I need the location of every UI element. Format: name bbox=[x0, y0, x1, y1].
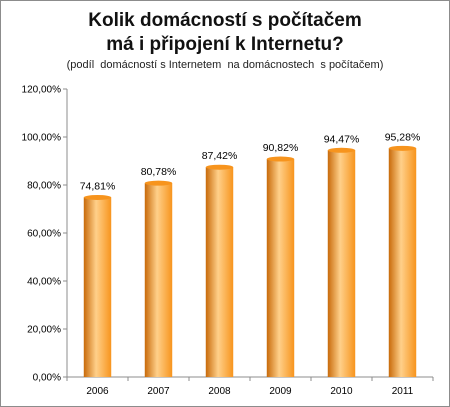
y-tick-label: 20,00% bbox=[27, 325, 61, 336]
data-label: 87,42% bbox=[202, 150, 238, 162]
bar bbox=[327, 150, 356, 377]
data-label: 90,82% bbox=[263, 142, 299, 154]
bar-top bbox=[205, 164, 234, 170]
y-tick-label: 100,00% bbox=[22, 133, 62, 144]
bar-top bbox=[266, 156, 295, 162]
chart-title-line-1: Kolik domácností s počítačem bbox=[88, 10, 362, 31]
data-label: 94,47% bbox=[324, 133, 360, 145]
bar-top bbox=[144, 180, 173, 186]
y-tick-label: 80,00% bbox=[27, 181, 61, 192]
bar-top bbox=[327, 147, 356, 153]
bar bbox=[388, 148, 417, 377]
bars bbox=[83, 145, 417, 377]
data-label: 80,78% bbox=[141, 166, 177, 178]
y-tick-label: 60,00% bbox=[27, 229, 61, 240]
bar bbox=[83, 197, 112, 377]
axes: 0,00% 20,00% 40,00% 60,00% 80,00% 100,00% 120,… bbox=[22, 85, 434, 384]
data-label: 95,28% bbox=[385, 131, 421, 143]
labels: 74,81% 2006 80,78% 2007 87,42% 2008 90,82% 2009… bbox=[80, 131, 421, 397]
y-tick-label: 0,00% bbox=[33, 373, 61, 384]
x-tick-label: 2011 bbox=[392, 386, 414, 397]
y-tick-label: 40,00% bbox=[27, 277, 61, 288]
x-tick-label: 2009 bbox=[269, 386, 292, 397]
x-tick-label: 2008 bbox=[208, 386, 231, 397]
x-tick-label: 2007 bbox=[147, 386, 170, 397]
chart-title-line-2: má i připojení k Internetu? bbox=[106, 34, 344, 55]
chart-title: Kolik domácností s počítačem má i připoj… bbox=[1, 9, 449, 57]
x-tick-label: 2006 bbox=[86, 386, 109, 397]
bar bbox=[205, 167, 234, 377]
bar-top bbox=[388, 145, 417, 151]
bar-top bbox=[83, 194, 112, 200]
y-tick-label: 120,00% bbox=[22, 85, 62, 96]
chart-subtitle: (podíl domácností s Internetem na domácn… bbox=[66, 59, 384, 71]
bar bbox=[144, 183, 173, 377]
x-tick-label: 2010 bbox=[330, 386, 353, 397]
bar bbox=[266, 159, 295, 377]
data-label: 74,81% bbox=[80, 180, 116, 192]
